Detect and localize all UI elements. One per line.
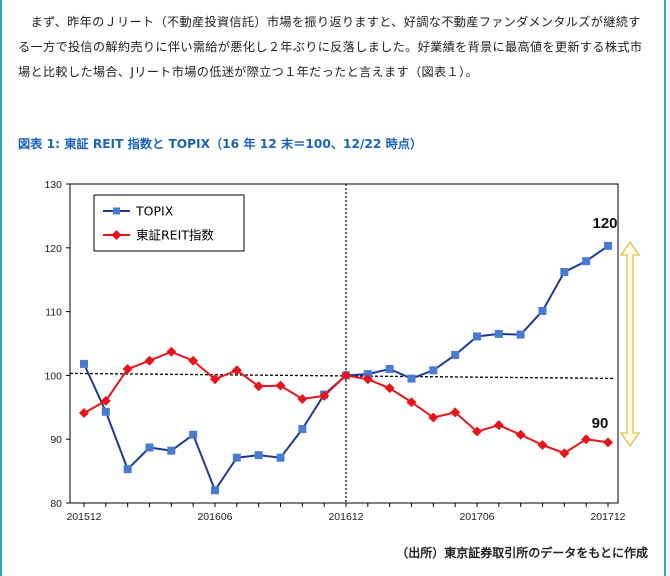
topix-point (232, 453, 241, 462)
topix-point (604, 241, 612, 250)
source-note: （出所）東京証券取引所のデータをもとに作成 (396, 546, 648, 560)
y-tick-label: 100 (44, 370, 62, 382)
topix-point (538, 306, 547, 315)
reit-point (537, 439, 548, 450)
reit-point (428, 412, 439, 423)
reit-point (581, 434, 592, 445)
annotation-90: 90 (592, 415, 609, 432)
reit-point (100, 395, 111, 406)
reit-point (406, 397, 417, 408)
reit-point (450, 407, 461, 418)
legend-topix-label: TOPIX (135, 204, 174, 219)
series-line-reit (83, 350, 609, 455)
annotation-120: 120 (592, 215, 617, 232)
topix-point (516, 330, 525, 339)
topix-point (145, 443, 154, 452)
topix-point (451, 350, 460, 359)
reit-point (472, 426, 482, 437)
reit-point (122, 364, 133, 375)
topix-point (560, 268, 569, 277)
x-tick-label: 201712 (590, 511, 625, 523)
y-tick-label: 130 (44, 179, 62, 191)
topix-point (211, 486, 219, 495)
y-tick-label: 120 (44, 243, 62, 255)
legend-reit-label: 東証REIT指数 (136, 228, 214, 243)
topix-point (473, 332, 481, 341)
reit-point (275, 380, 286, 391)
topix-point (167, 446, 176, 455)
legend-reit-marker (111, 230, 122, 240)
reit-point (603, 437, 613, 448)
legend-box (93, 194, 245, 252)
legend: TOPIX 東証REIT指数 (93, 194, 245, 252)
topix-point (80, 359, 88, 368)
reit-point (384, 383, 395, 394)
reit-point (493, 420, 504, 431)
reit-point (231, 365, 242, 376)
reit-point (144, 355, 155, 366)
reit-point (253, 381, 264, 392)
topix-point (494, 329, 503, 338)
x-tick-label: 201512 (66, 511, 101, 523)
intro-paragraph: まず、昨年のＪリート（不動産投資信託）市場を振り返りますと、好調な不動産ファンダ… (18, 15, 643, 79)
x-tick-label: 201706 (459, 511, 494, 523)
topix-point (254, 451, 263, 460)
x-tick-label: 201606 (197, 511, 232, 523)
plot-area (69, 183, 619, 504)
y-tick-label: 110 (45, 307, 62, 319)
topix-point (189, 430, 198, 439)
topix-point (582, 257, 591, 266)
reit-point (559, 448, 570, 459)
reit-point (166, 346, 177, 357)
y-tick-label: 80 (50, 498, 62, 510)
y-tick-label: 90 (50, 434, 62, 446)
reit-point (210, 374, 220, 385)
topix-point (101, 407, 110, 416)
gap-arrow (619, 240, 641, 448)
topix-point (123, 465, 132, 474)
reit-point (297, 394, 308, 405)
topix-point (298, 424, 307, 433)
x-tick-label: 201612 (328, 511, 363, 523)
reit-point (362, 374, 373, 385)
line-chart: 80 90 100 110 120 130 201512 201606 201612 201706… (44, 179, 641, 523)
topix-point (429, 366, 438, 375)
topix-point (407, 374, 416, 383)
topix-point (385, 365, 394, 374)
figure-title: 図表 1: 東証 REIT 指数と TOPIX（16 年 12 末＝100、12… (18, 137, 423, 151)
reit-point (515, 429, 526, 440)
reit-point (341, 370, 351, 381)
reit-point (79, 408, 89, 419)
legend-topix-marker (113, 207, 120, 215)
topix-point (276, 453, 285, 462)
reit-point (319, 390, 330, 401)
reit-point (188, 355, 199, 366)
